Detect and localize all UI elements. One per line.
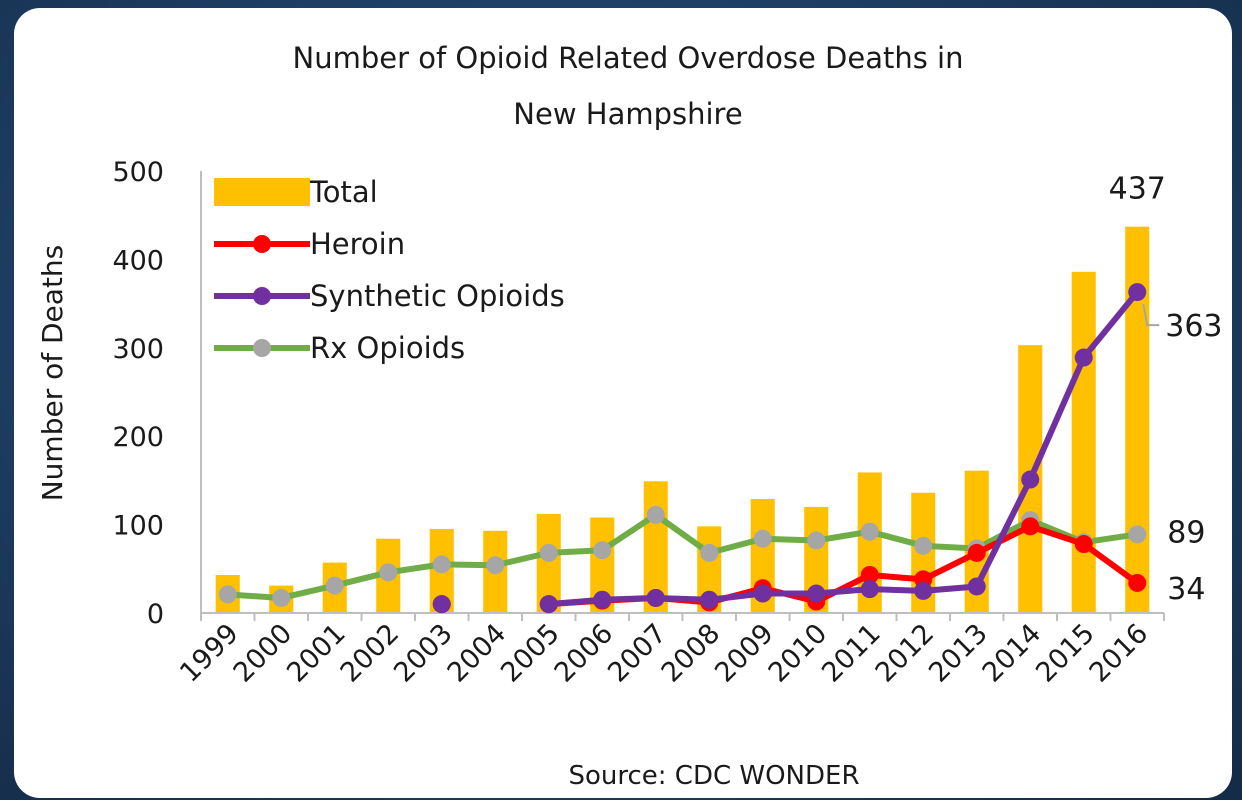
line-rx-opioids-segment-0 bbox=[227, 511, 1138, 601]
point-rx-opioids-2003 bbox=[432, 555, 451, 574]
point-synthetic-opioids-2008 bbox=[700, 590, 719, 609]
point-rx-opioids-2010 bbox=[807, 531, 826, 550]
point-synthetic-opioids-2005 bbox=[539, 595, 558, 614]
overdose-chart: Number of Opioid Related Overdose Deaths… bbox=[36, 41, 1223, 791]
x-tick-label-2000: 2000 bbox=[228, 618, 299, 689]
point-synthetic-opioids-2013 bbox=[967, 577, 986, 596]
legend-label-rx-opioids: Rx Opioids bbox=[310, 331, 465, 365]
x-tick-label-2008: 2008 bbox=[656, 618, 727, 689]
x-tick-label-2005: 2005 bbox=[495, 618, 566, 689]
x-tick-label-2012: 2012 bbox=[870, 618, 941, 689]
point-synthetic-opioids-2011 bbox=[860, 580, 879, 599]
y-axis-ticks: 0 100 200 300 400 500 bbox=[112, 157, 164, 630]
x-tick-label-2003: 2003 bbox=[388, 618, 459, 689]
point-heroin-2011 bbox=[860, 565, 879, 584]
y-tick-label-200: 200 bbox=[112, 422, 164, 453]
x-tick-label-1999: 1999 bbox=[174, 618, 245, 689]
point-rx-opioids-2012 bbox=[914, 536, 933, 555]
x-tick-label-2004: 2004 bbox=[442, 618, 513, 689]
chart-title-line-1: Number of Opioid Related Overdose Deaths… bbox=[293, 41, 964, 75]
legend-label-synthetic-opioids: Synthetic Opioids bbox=[310, 279, 565, 313]
point-synthetic-opioids-2009 bbox=[753, 584, 772, 603]
line-series bbox=[218, 283, 1147, 614]
data-label-heroin-2016: 34 bbox=[1167, 572, 1205, 607]
point-synthetic-opioids-2014 bbox=[1021, 470, 1040, 489]
x-tick-label-2007: 2007 bbox=[602, 618, 673, 689]
bar-total-2015 bbox=[1071, 271, 1096, 613]
x-tick-label-2011: 2011 bbox=[816, 618, 887, 689]
point-rx-opioids-1999 bbox=[218, 585, 237, 604]
point-rx-opioids-2005 bbox=[539, 543, 558, 562]
point-synthetic-opioids-2003 bbox=[432, 595, 451, 614]
x-tick-label-2001: 2001 bbox=[281, 618, 352, 689]
point-heroin-2013 bbox=[967, 543, 986, 562]
legend-label-total: Total bbox=[309, 175, 378, 209]
line-synthetic-opioids-segment-1 bbox=[548, 290, 1140, 608]
point-rx-opioids-2006 bbox=[593, 541, 612, 560]
chart-title-line-2: New Hampshire bbox=[513, 97, 742, 131]
point-synthetic-opioids-2015 bbox=[1074, 348, 1093, 367]
point-rx-opioids-2009 bbox=[753, 529, 772, 548]
point-rx-opioids-2011 bbox=[860, 522, 879, 541]
x-tick-label-2006: 2006 bbox=[549, 618, 620, 689]
legend-marker-rx-opioids bbox=[253, 339, 271, 357]
legend-label-heroin: Heroin bbox=[310, 227, 405, 261]
y-tick-label-100: 100 bbox=[112, 511, 164, 542]
x-tick-label-2016: 2016 bbox=[1084, 618, 1155, 689]
x-tick-label-2009: 2009 bbox=[709, 618, 780, 689]
point-synthetic-opioids-2007 bbox=[646, 588, 665, 607]
point-rx-opioids-2001 bbox=[325, 576, 344, 595]
point-rx-opioids-2016 bbox=[1128, 525, 1147, 544]
point-synthetic-opioids-2016 bbox=[1128, 283, 1147, 302]
legend-marker-synthetic-opioids bbox=[253, 287, 271, 305]
y-tick-label-400: 400 bbox=[112, 245, 164, 276]
point-rx-opioids-2008 bbox=[700, 543, 719, 562]
x-tick-label-2013: 2013 bbox=[923, 618, 994, 689]
data-label-rx-opioids-2016: 89 bbox=[1167, 515, 1205, 550]
point-heroin-2014 bbox=[1021, 517, 1040, 536]
x-tick-label-2014: 2014 bbox=[977, 618, 1048, 689]
leader-synthetic-opioids bbox=[1142, 303, 1160, 327]
x-axis-labels: 1999200020012002200320042005200620072008… bbox=[174, 618, 1154, 689]
point-rx-opioids-2000 bbox=[272, 588, 291, 607]
chart-card: Number of Opioid Related Overdose Deaths… bbox=[14, 8, 1232, 798]
point-rx-opioids-2004 bbox=[486, 556, 505, 575]
data-labels: 437 363 89 34 bbox=[1109, 172, 1223, 607]
data-label-total-2016: 437 bbox=[1109, 172, 1166, 207]
x-tick-label-2015: 2015 bbox=[1030, 618, 1101, 689]
point-heroin-2015 bbox=[1074, 535, 1093, 554]
point-rx-opioids-2002 bbox=[379, 563, 398, 582]
y-tick-label-0: 0 bbox=[147, 599, 164, 630]
y-tick-label-300: 300 bbox=[112, 334, 164, 365]
legend: Total Heroin Synthetic Opioids Rx Opioids bbox=[214, 175, 565, 365]
point-rx-opioids-2007 bbox=[646, 505, 665, 524]
point-heroin-2016 bbox=[1128, 573, 1147, 592]
y-axis-label: Number of Deaths bbox=[36, 245, 69, 502]
x-axis-tick-marks bbox=[200, 613, 1165, 621]
source-note: Source: CDC WONDER bbox=[568, 761, 859, 791]
x-tick-label-2010: 2010 bbox=[763, 618, 834, 689]
legend-swatch-total bbox=[214, 178, 310, 206]
legend-marker-heroin bbox=[253, 235, 271, 253]
point-synthetic-opioids-2006 bbox=[593, 590, 612, 609]
y-tick-label-500: 500 bbox=[112, 157, 164, 188]
data-label-synthetic-opioids-2016: 363 bbox=[1165, 309, 1222, 344]
point-synthetic-opioids-2010 bbox=[807, 584, 826, 603]
x-tick-label-2002: 2002 bbox=[335, 618, 406, 689]
point-synthetic-opioids-2012 bbox=[914, 581, 933, 600]
